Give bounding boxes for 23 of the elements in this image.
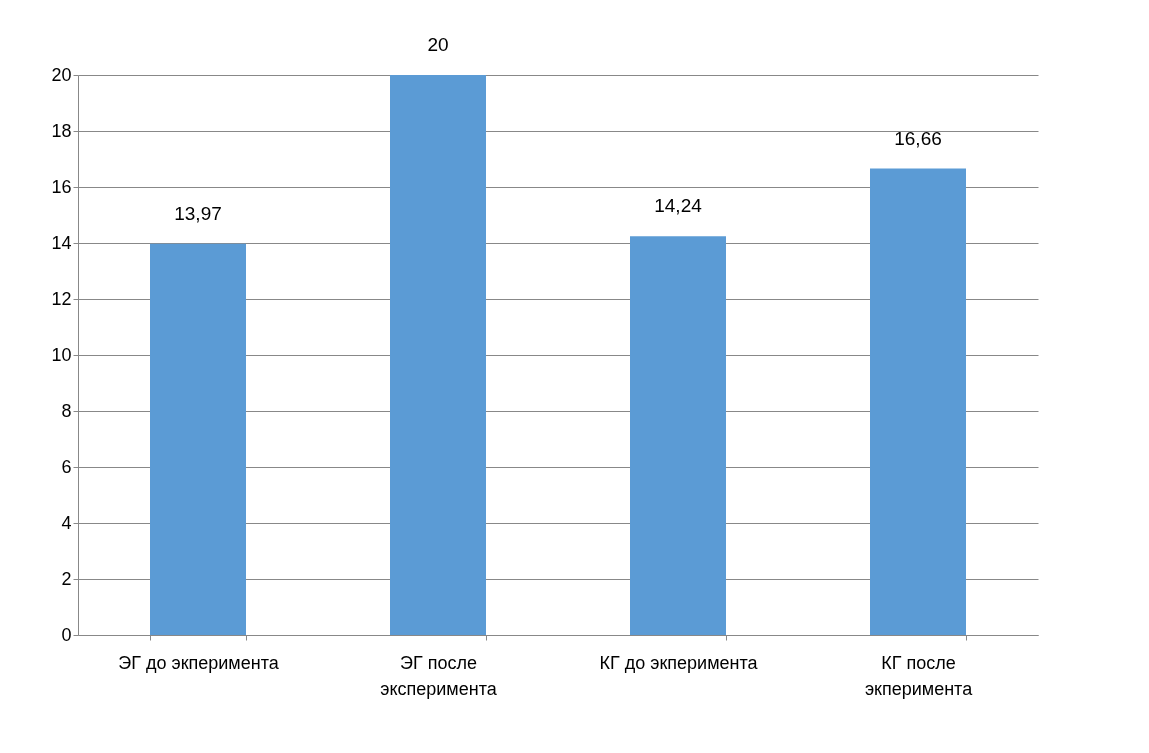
data-label: 20 — [427, 34, 449, 55]
x-tick-label: КГ после экперимента — [864, 652, 974, 699]
y-tick-label: 14 — [51, 232, 72, 253]
x-tick-label: ЭГ до экперимента — [118, 652, 280, 673]
y-tick-label: 10 — [51, 344, 72, 365]
data-label: 13,97 — [174, 202, 222, 224]
data-label: 14,24 — [654, 195, 703, 217]
y-tick-label: 12 — [51, 288, 72, 309]
x-tick-label: КГ до экперимента — [599, 652, 759, 673]
bar — [390, 75, 486, 635]
bar — [150, 243, 246, 635]
y-tick-label: 8 — [61, 400, 72, 421]
y-tick-label: 4 — [61, 512, 72, 533]
y-tick-label: 16 — [51, 176, 72, 197]
y-tick-label: 18 — [51, 120, 72, 141]
y-tick-label: 6 — [61, 456, 72, 477]
data-label: 16,66 — [894, 127, 942, 149]
y-tick-label: 20 — [51, 64, 72, 85]
x-tick-label: ЭГ после эксперимента — [380, 652, 498, 699]
y-tick-label: 2 — [61, 568, 72, 589]
y-tick-label: 0 — [61, 624, 72, 645]
bar — [870, 168, 966, 635]
bar — [630, 236, 726, 635]
